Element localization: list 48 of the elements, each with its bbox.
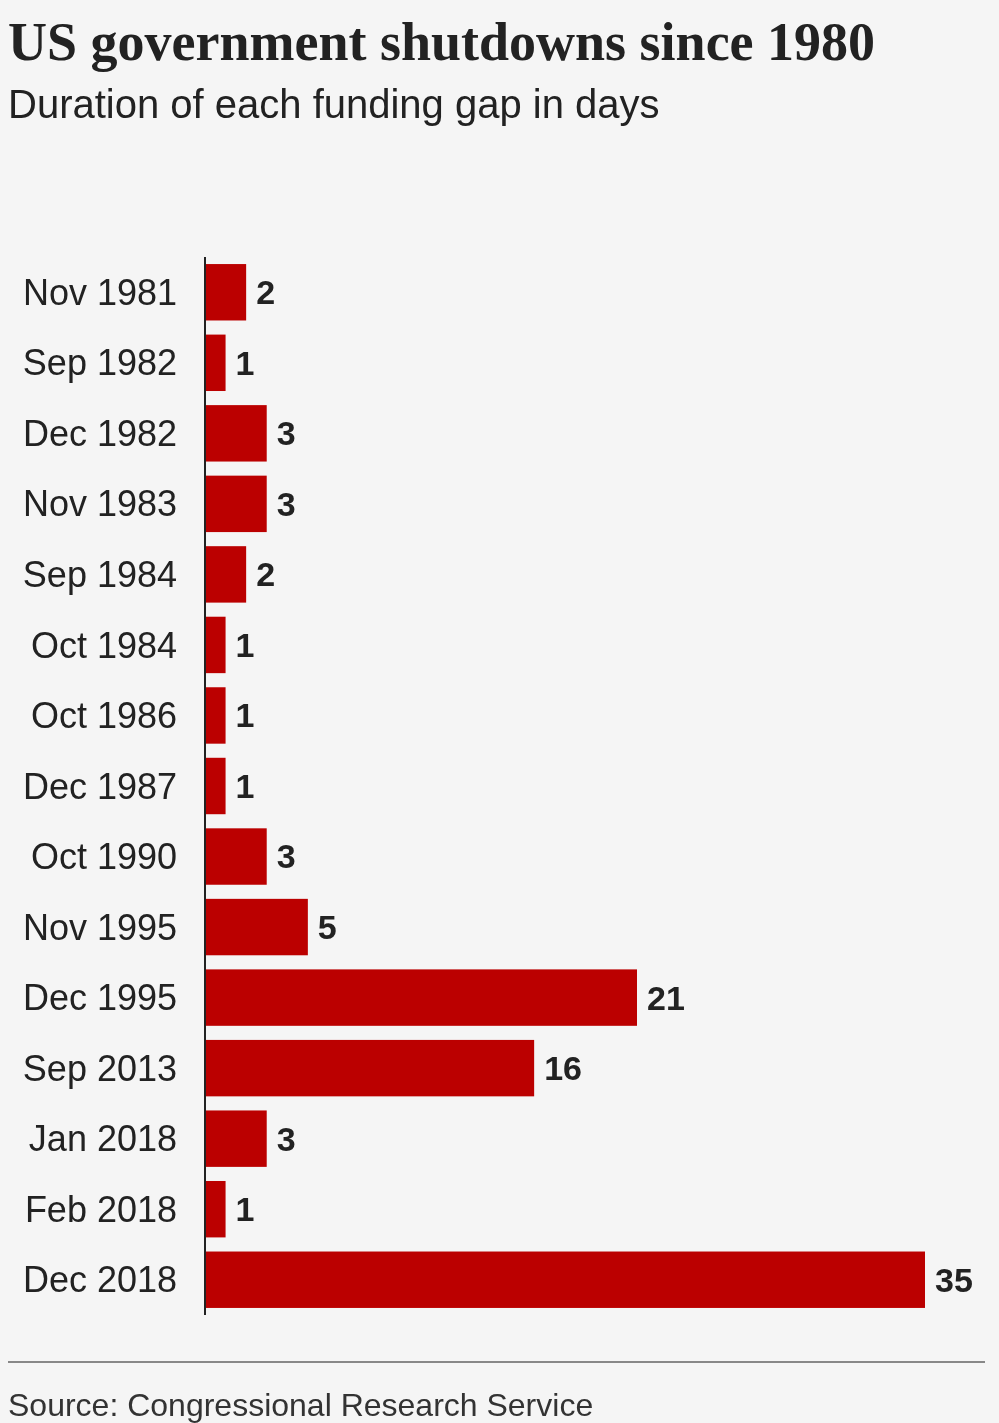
bar [205,616,226,674]
bar [205,898,308,956]
data-label: 3 [276,484,296,523]
bar [205,1251,925,1308]
y-tick-label: Nov 1981 [22,271,177,313]
y-tick-label: Dec 1987 [22,765,177,807]
y-tick-label: Feb 2018 [24,1188,177,1230]
data-label: 1 [235,1190,255,1229]
y-tick-label: Oct 1990 [30,836,177,878]
data-label: 21 [647,978,685,1017]
y-tick-label: Nov 1995 [22,906,177,948]
bar [205,757,226,815]
data-label: 1 [235,343,255,382]
y-tick-label: Dec 1982 [22,412,177,454]
y-tick-label: Sep 1984 [22,554,177,595]
bar [205,687,226,744]
data-label: 2 [256,273,276,312]
data-label: 3 [276,837,296,876]
data-label: 16 [544,1049,582,1088]
bar [205,1110,267,1167]
bar [205,546,247,603]
data-label: 1 [235,696,255,735]
bar [205,334,226,392]
bar [205,475,267,533]
bar [205,264,247,321]
data-label: 5 [317,907,337,946]
bar [205,1039,535,1097]
source-note: Source: Congressional Research Service [8,1387,594,1423]
data-label: 3 [276,1119,296,1158]
data-label: 2 [256,555,276,594]
y-tick-label: Sep 1982 [22,342,177,384]
y-tick-label: Dec 2018 [22,1259,177,1301]
y-tick-label: Jan 2018 [28,1118,177,1160]
bar [205,1180,226,1238]
y-tick-label: Dec 1995 [22,977,177,1019]
data-label: 1 [235,625,255,664]
chart-title: US government shutdowns since 1980 [8,12,876,72]
y-tick-label: Nov 1983 [22,483,177,525]
data-label: 1 [235,766,255,805]
chart-subtitle: Duration of each funding gap in days [8,82,660,126]
y-tick-label: Oct 1986 [30,695,177,737]
bar [205,828,267,885]
bar [205,969,637,1026]
data-label: 35 [935,1260,973,1299]
y-tick-label: Sep 2013 [22,1047,177,1089]
y-tick-label: Oct 1984 [30,624,177,666]
data-label: 3 [276,414,296,453]
bar [205,405,267,462]
